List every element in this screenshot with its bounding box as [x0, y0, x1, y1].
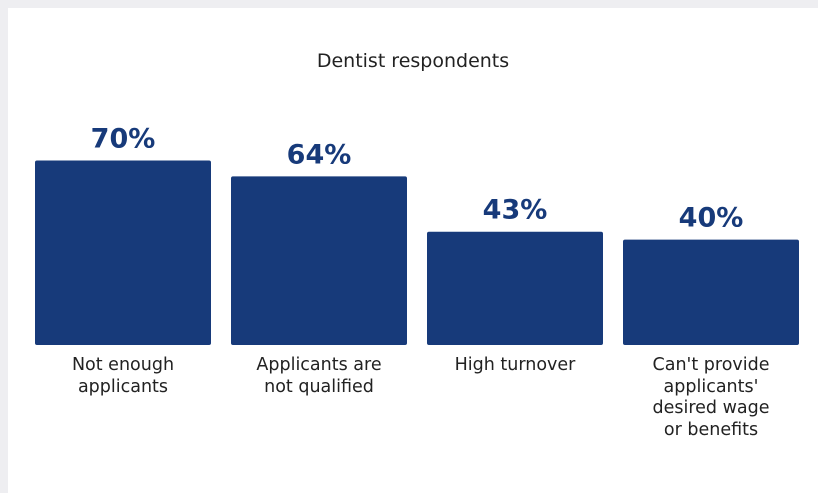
- category-label-2: Applicants are not qualified: [256, 355, 382, 397]
- bar-value-label-1: 70%: [91, 124, 156, 155]
- bar-value-label-4: 40%: [679, 203, 744, 234]
- bar-3: [427, 231, 603, 345]
- chart-title: Dentist respondents: [316, 50, 510, 72]
- bar-value-label-3: 43%: [483, 195, 548, 226]
- category-label-4: Can't provide applicants' desired wage o…: [652, 355, 770, 440]
- chart-card: Dentist respondents 70% 64% 43% 40% Not eno…: [8, 8, 818, 493]
- category-label-3: High turnover: [454, 355, 576, 375]
- bar-chart: 70% 64% 43% 40%: [35, 124, 799, 345]
- bar-4: [623, 239, 799, 345]
- bar-1: [35, 160, 211, 345]
- bar-value-label-2: 64%: [287, 139, 352, 170]
- category-label-1: Not enough applicants: [71, 355, 175, 397]
- bar-2: [231, 176, 407, 345]
